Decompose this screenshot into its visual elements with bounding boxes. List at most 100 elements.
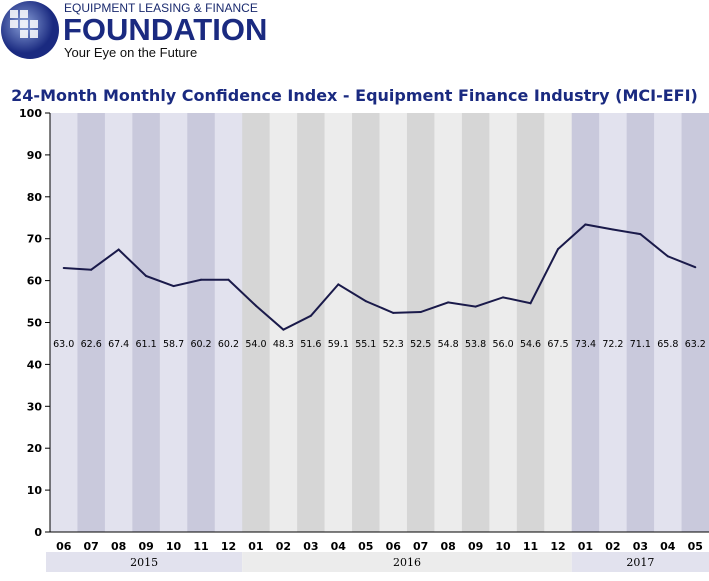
- column-band: [461, 113, 490, 532]
- data-point: [172, 285, 175, 288]
- data-label: 59.1: [328, 339, 349, 350]
- data-label: 72.2: [602, 339, 623, 350]
- data-point: [529, 302, 532, 305]
- data-point: [200, 278, 203, 281]
- column-band: [187, 113, 216, 532]
- data-label: 63.2: [685, 339, 706, 350]
- x-tick-label: 03: [303, 540, 318, 553]
- x-tick-label: 08: [440, 540, 455, 553]
- data-point: [227, 278, 230, 281]
- data-label: 67.4: [108, 339, 129, 350]
- year-label: 2015: [130, 556, 158, 569]
- data-point: [282, 328, 285, 331]
- data-point: [62, 267, 65, 270]
- y-tick-label: 40: [27, 358, 43, 371]
- year-label: 2016: [393, 556, 421, 569]
- data-point: [254, 304, 257, 307]
- y-tick-label: 60: [27, 275, 43, 288]
- data-point: [611, 228, 614, 231]
- column-band: [352, 113, 380, 532]
- y-tick-label: 20: [27, 442, 43, 455]
- x-tick-label: 07: [84, 540, 99, 553]
- data-point: [145, 274, 148, 277]
- column-band: [626, 113, 655, 532]
- y-tick-label: 80: [27, 191, 43, 204]
- year-band: [46, 552, 243, 572]
- x-tick-label: 05: [688, 540, 703, 553]
- column-band: [324, 113, 353, 532]
- data-label: 56.0: [492, 339, 513, 350]
- column-band: [599, 113, 627, 532]
- data-label: 58.7: [163, 339, 184, 350]
- x-tick-label: 11: [523, 540, 538, 553]
- year-band: [242, 552, 572, 572]
- chart-title: 24-Month Monthly Confidence Index - Equi…: [11, 86, 698, 105]
- data-label: 62.6: [81, 339, 102, 350]
- column-band: [654, 113, 682, 532]
- x-tick-label: 03: [633, 540, 648, 553]
- column-band: [77, 113, 106, 532]
- data-label: 65.8: [657, 339, 678, 350]
- x-tick-label: 08: [111, 540, 126, 553]
- data-label: 54.0: [245, 339, 266, 350]
- data-label: 48.3: [273, 339, 294, 350]
- y-tick-label: 50: [27, 317, 43, 330]
- x-tick-label: 05: [358, 540, 373, 553]
- column-band: [214, 113, 243, 532]
- logo-tagline: Your Eye on the Future: [64, 45, 198, 60]
- x-tick-label: 10: [495, 540, 511, 553]
- column-band: [50, 113, 78, 532]
- y-tick-label: 30: [27, 400, 43, 413]
- x-tick-label: 02: [276, 540, 291, 553]
- logo-line1: EQUIPMENT LEASING & FINANCE: [64, 1, 258, 15]
- series-line: [63, 223, 696, 331]
- y-tick-label: 70: [27, 233, 43, 246]
- data-label: 54.6: [520, 339, 541, 350]
- x-tick-label: 10: [166, 540, 182, 553]
- x-tick-label: 01: [248, 540, 263, 553]
- column-band: [242, 113, 270, 532]
- data-point: [309, 314, 312, 317]
- x-tick-label: 07: [413, 540, 428, 553]
- x-tick-label: 06: [56, 540, 72, 553]
- column-band: [489, 113, 518, 532]
- column-band: [297, 113, 325, 532]
- data-label: 55.1: [355, 339, 376, 350]
- x-tick-label: 11: [193, 540, 208, 553]
- x-tick-label: 12: [221, 540, 236, 553]
- data-label: 73.4: [575, 339, 596, 350]
- x-tick-label: 12: [550, 540, 565, 553]
- y-tick-label: 0: [34, 526, 42, 539]
- data-point: [474, 305, 477, 308]
- data-label: 52.5: [410, 339, 431, 350]
- logo: EQUIPMENT LEASING & FINANCE FOUNDATION Y…: [0, 0, 280, 60]
- column-band: [681, 113, 709, 532]
- data-label: 71.1: [630, 339, 651, 350]
- x-tick-label: 09: [468, 540, 483, 553]
- logo-line2: FOUNDATION: [63, 12, 268, 47]
- column-band: [379, 113, 408, 532]
- x-tick-label: 04: [331, 540, 347, 553]
- data-point: [337, 283, 340, 286]
- data-point: [502, 296, 505, 299]
- data-point: [117, 248, 120, 251]
- y-tick-label: 100: [19, 107, 42, 120]
- data-label: 51.6: [300, 339, 321, 350]
- data-label: 60.2: [218, 339, 239, 350]
- data-point: [556, 248, 559, 251]
- data-label: 52.3: [383, 339, 404, 350]
- data-point: [639, 233, 642, 236]
- data-point: [447, 301, 450, 304]
- column-band: [104, 113, 133, 532]
- x-tick-label: 04: [660, 540, 676, 553]
- data-label: 60.2: [190, 339, 211, 350]
- data-point: [364, 300, 367, 303]
- data-label: 53.8: [465, 339, 486, 350]
- data-label: 54.8: [438, 339, 459, 350]
- data-label: 67.5: [547, 339, 568, 350]
- data-label: 63.0: [53, 339, 74, 350]
- y-tick-label: 10: [27, 484, 43, 497]
- logo-globe-icon: [1, 1, 59, 59]
- y-tick-label: 90: [27, 149, 43, 162]
